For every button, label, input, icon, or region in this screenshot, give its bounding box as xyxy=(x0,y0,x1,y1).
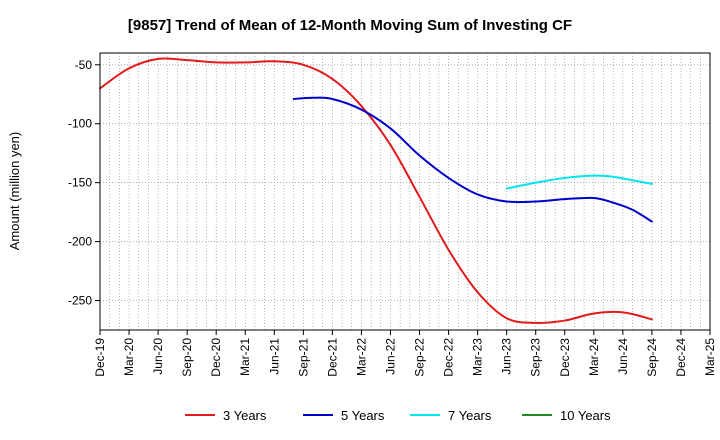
series-group xyxy=(99,57,653,325)
x-tick-label: Jun-22 xyxy=(383,338,397,375)
series-line-7-years xyxy=(505,174,653,190)
series-line-3-years xyxy=(99,57,653,325)
legend-label-3-years: 3 Years xyxy=(223,408,267,423)
plot-frame xyxy=(99,52,711,331)
grid-lines xyxy=(100,53,710,330)
x-tick-label: Jun-24 xyxy=(616,338,630,375)
chart-title: [9857] Trend of Mean of 12-Month Moving … xyxy=(128,17,572,34)
y-tick-label: -150 xyxy=(68,176,92,190)
x-tick-label: Jun-20 xyxy=(151,338,165,375)
x-tick-label: Jun-21 xyxy=(267,338,281,375)
y-axis-ticks: -50 -100 -150 -200 -250 xyxy=(68,58,100,308)
series-line-5-years xyxy=(292,96,653,223)
x-tick-label: Sep-22 xyxy=(413,338,427,377)
legend-label-7-years: 7 Years xyxy=(448,408,492,423)
y-tick-label: -200 xyxy=(68,235,92,249)
y-tick-label: -50 xyxy=(75,58,93,72)
x-tick-label: Sep-24 xyxy=(645,338,659,377)
x-tick-label: Dec-22 xyxy=(442,338,456,377)
y-tick-label: -100 xyxy=(68,117,92,131)
x-tick-label: Sep-20 xyxy=(180,338,194,377)
x-tick-label: Dec-23 xyxy=(558,338,572,377)
x-tick-label: Mar-23 xyxy=(471,338,485,376)
x-tick-label: Sep-23 xyxy=(529,338,543,377)
x-tick-label: Mar-22 xyxy=(354,338,368,376)
legend: 3 Years 5 Years 7 Years 10 Years xyxy=(185,408,611,423)
x-tick-label: Dec-20 xyxy=(209,338,223,377)
x-tick-label: Mar-25 xyxy=(703,338,717,376)
x-tick-label: Jun-23 xyxy=(500,338,514,375)
y-tick-label: -250 xyxy=(68,294,92,308)
x-tick-label: Dec-24 xyxy=(674,338,688,377)
x-axis-ticks: Dec-19 Mar-20 Jun-20 Sep-20 Dec-20 Mar-21 Jun-… xyxy=(93,330,717,377)
x-tick-label: Dec-21 xyxy=(325,338,339,377)
legend-label-5-years: 5 Years xyxy=(341,408,385,423)
x-tick-label: Sep-21 xyxy=(296,338,310,377)
y-axis-title: Amount (million yen) xyxy=(7,132,22,251)
x-tick-label: Mar-24 xyxy=(587,338,601,376)
x-tick-label: Dec-19 xyxy=(93,338,107,377)
x-tick-label: Mar-20 xyxy=(122,338,136,376)
x-tick-label: Mar-21 xyxy=(238,338,252,376)
legend-label-10-years: 10 Years xyxy=(560,408,611,423)
